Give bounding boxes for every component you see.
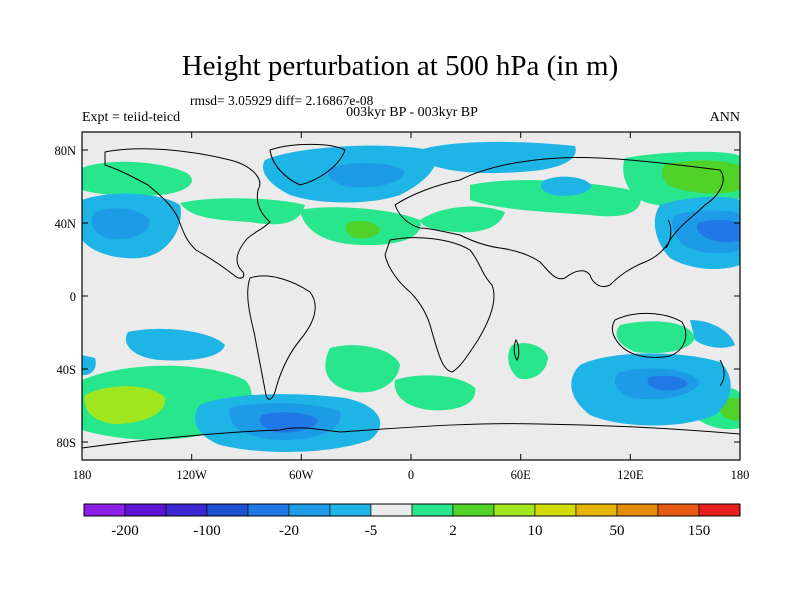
colorbar-swatch [657,503,700,517]
colorbar-labels: -200 -100 -20 -5 2 10 50 150 [111,523,710,539]
colorbar-swatch [452,503,495,517]
colorbar-swatch [83,503,126,517]
positive-anomaly-peak [84,386,166,424]
lat-tick-label: 40S [57,363,77,377]
longitude-axis: 180 120W 60W 0 60E 120E 180 [73,132,750,482]
colorbar-swatch [247,503,290,517]
coastline-madagascar [513,338,520,361]
lat-tick-label: 0 [70,290,76,304]
negative-anomaly-peak [259,219,740,433]
coastline-africa [384,237,495,373]
colorbar-label: 2 [449,523,457,539]
lon-tick-label: 120W [176,468,207,482]
colorbar-label: -200 [111,523,139,539]
latitude-axis: 80N 40N 0 40S 80S [54,144,740,450]
colorbar-swatch [370,503,413,517]
coastline-greenland [269,143,346,186]
plot-title: Height perturbation at 500 hPa (in m) [181,50,619,82]
coastline-japan [665,219,672,249]
colorbar-swatch [329,503,372,517]
colorbar-label: 150 [688,523,711,539]
colorbar-label: 50 [610,523,625,539]
colorbar-label: -100 [193,523,221,539]
lon-tick-label: 60E [511,468,532,482]
experiment-label: Expt = teiid-teicd [82,110,181,125]
lon-tick-label: 180 [73,468,92,482]
lon-tick-label: 120E [617,468,644,482]
colorbar-label: 10 [528,523,543,539]
colorbar-swatch [288,503,331,517]
coastline-new-zealand [719,359,725,387]
map-field [82,132,740,460]
colorbar-swatch [493,503,536,517]
colorbar-swatch [616,503,659,517]
colorbar-label: -20 [279,523,299,539]
colorbar-swatch [575,503,618,517]
period-label: 003kyr BP - 003kyr BP [346,105,478,120]
lon-tick-label: 180 [731,468,750,482]
colorbar-swatch [534,503,577,517]
lon-tick-label: 60W [289,468,314,482]
lon-tick-label: 0 [408,468,414,482]
colorbar-frame [83,503,741,517]
coastline-antarctica [82,423,740,449]
colorbar [83,503,741,517]
coastlines [82,143,740,449]
season-label: ANN [709,110,740,125]
colorbar-label: -5 [365,523,378,539]
colorbar-swatch [165,503,208,517]
colorbar-swatch [698,503,741,517]
coastline-south-america [247,275,316,400]
colorbar-swatch [124,503,167,517]
colorbar-swatch [411,503,454,517]
coastline-australia [611,312,687,359]
lat-tick-label: 80S [57,436,77,450]
coastline-eurasia [394,157,724,288]
lat-tick-label: 80N [54,144,76,158]
lat-tick-label: 40N [54,217,76,231]
coastline-north-america [104,148,271,279]
colorbar-swatch [206,503,249,517]
rmsd-stats: rmsd= 3.05929 diff= 2.16867e-08 [190,93,374,108]
